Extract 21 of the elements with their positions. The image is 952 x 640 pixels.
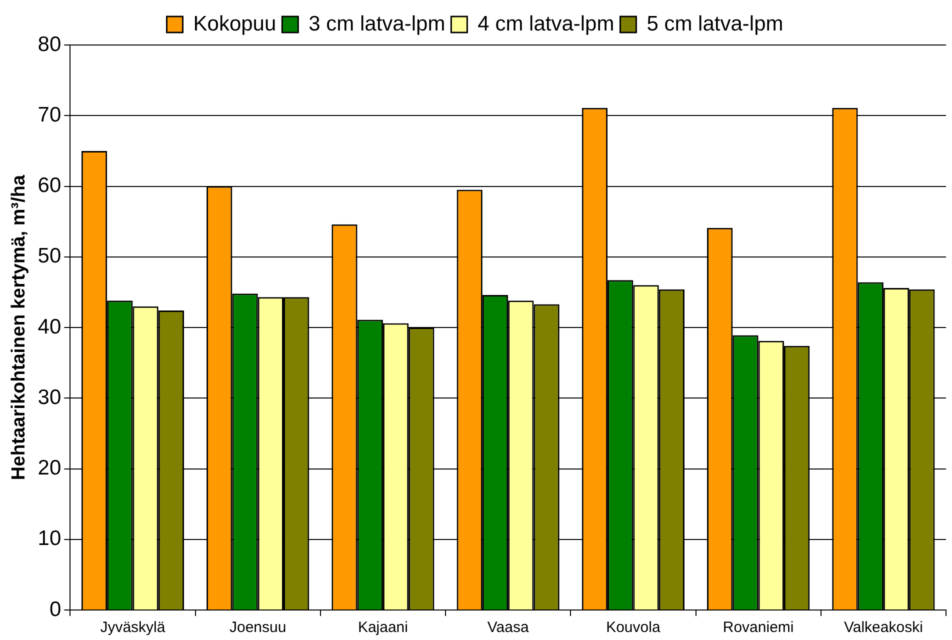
x-tick-label: Jyväskylä	[100, 619, 166, 636]
x-tick-label: Valkeakoski	[844, 619, 923, 636]
x-tick-label: Rovaniemi	[722, 619, 794, 636]
y-tick-label: 20	[38, 456, 62, 480]
y-tick-label: 50	[38, 244, 62, 268]
x-tick-label: Vaasa	[487, 619, 530, 636]
y-tick-label: 30	[38, 386, 62, 409]
legend-label: 3 cm latva-lpm	[308, 12, 446, 36]
legend-label: 5 cm latva-lpm	[646, 12, 784, 36]
y-axis-title: Hehtaarikohtainen kertymä, m³/ha	[8, 174, 30, 480]
y-tick-label: 0	[49, 598, 62, 621]
legend-label: 4 cm latva-lpm	[478, 12, 614, 36]
x-tick-label: Kajaani	[358, 619, 408, 636]
x-tick-label: Kouvola	[606, 619, 661, 636]
legend-label: Kokopuu	[193, 12, 276, 36]
y-tick-label: 70	[38, 103, 62, 126]
y-tick-label: 60	[38, 174, 62, 198]
y-tick-label: 40	[38, 315, 62, 338]
y-tick-label: 80	[38, 32, 62, 56]
y-tick-label: 10	[38, 527, 62, 550]
x-tick-label: Joensuu	[229, 619, 286, 636]
